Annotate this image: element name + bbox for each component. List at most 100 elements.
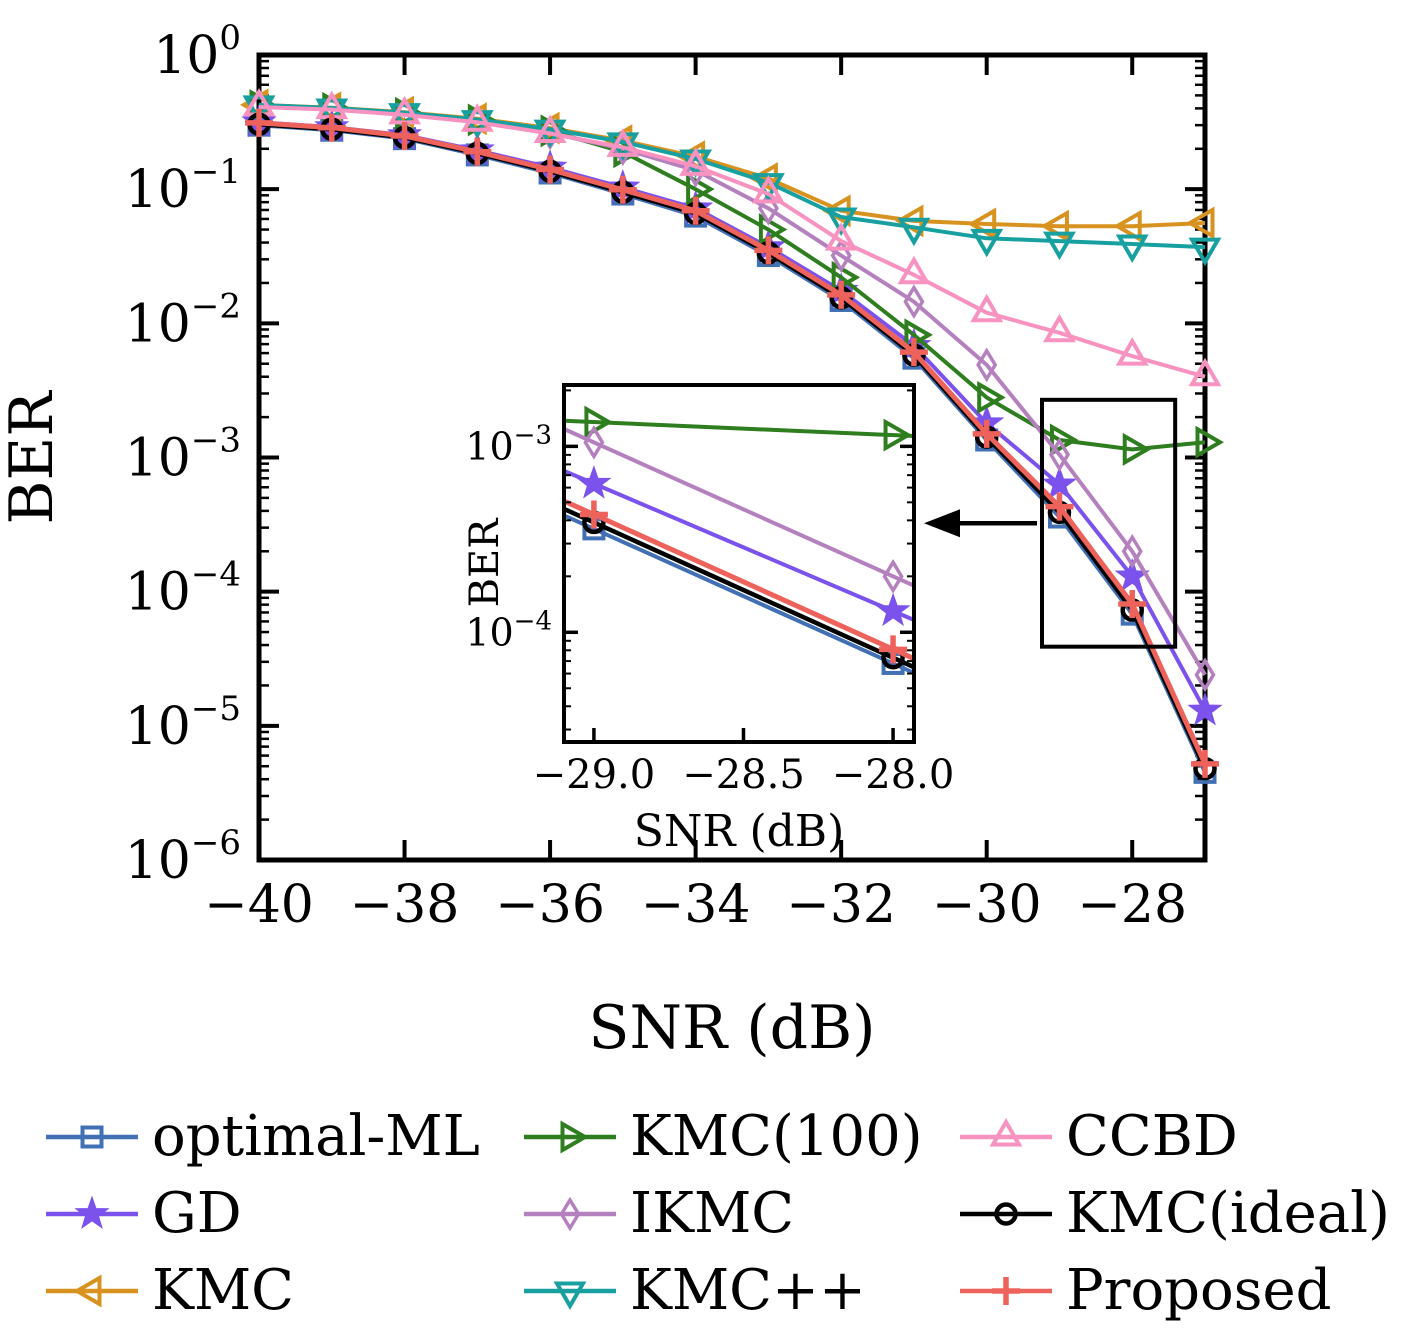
x-tick-label: −36: [495, 875, 605, 935]
plus-marker-icon: [992, 1277, 1020, 1306]
diamond-thin-marker-icon: [524, 1196, 616, 1232]
diamond-thin-marker-icon: [1048, 437, 1071, 473]
x-tick-label: −28: [1077, 875, 1187, 935]
x-tick-label: −28.5: [682, 752, 805, 798]
y-tick-label: 10−1: [125, 152, 241, 220]
inset-x-axis-label: SNR (dB): [634, 806, 845, 857]
star-marker-icon: [576, 465, 612, 499]
legend-label: KMC(ideal): [1066, 1180, 1390, 1246]
tri-down-marker-icon: [524, 1281, 616, 1311]
x-tick-label: −29.0: [533, 752, 656, 798]
tri-up-marker-icon: [533, 114, 567, 143]
legend-label: GD: [152, 1180, 242, 1246]
tri-right-marker-icon: [560, 1120, 589, 1154]
tri-up-marker-icon: [960, 1117, 1052, 1147]
tri-up-marker-icon: [679, 147, 713, 176]
tri-up-marker-icon: [751, 175, 785, 204]
inset-plot: −29.0 −28.5 −28.0 10−3 10−4: [465, 383, 955, 798]
legend-item-optimal-ml: optimal-ML: [42, 1103, 520, 1169]
legend-item-kmc: KMC: [42, 1263, 520, 1319]
series-line: [562, 498, 916, 661]
plus-marker-icon: [608, 175, 637, 204]
legend-item-kmc++: KMC++: [520, 1263, 956, 1319]
tri-up-marker-icon: [1042, 313, 1076, 343]
tri-right-marker-icon: [1122, 432, 1152, 466]
inset-series-gd: [563, 465, 915, 627]
series-proposed: [245, 108, 1219, 778]
tri-right-marker-icon: [977, 381, 1006, 414]
x-tick-label: −28.0: [832, 752, 955, 798]
star-marker-icon: [1041, 465, 1078, 500]
inset-series-kmc-100-: [563, 405, 915, 452]
tri-up-marker-icon: [1188, 357, 1222, 387]
y-tick-label: 10−6: [125, 823, 241, 891]
plus-marker-icon: [579, 500, 608, 529]
tri-right-marker-icon: [1195, 425, 1224, 459]
inset-y-axis-label: BER: [462, 517, 508, 608]
tri-right-marker-icon: [883, 418, 913, 452]
tri-down-marker-icon: [897, 217, 931, 247]
tri-up-marker-icon: [897, 255, 931, 285]
series-line: [258, 102, 1206, 250]
y-tick-label: 10−3: [465, 420, 552, 468]
plus-marker-icon: [681, 196, 710, 225]
legend-item-gd: GD: [42, 1180, 520, 1246]
series-line: [258, 105, 1206, 379]
tri-down-marker-icon: [1042, 231, 1076, 261]
square-marker-icon: [80, 1125, 104, 1149]
diamond-thin-marker-icon: [583, 425, 605, 460]
diamond-thin-marker-icon: [976, 347, 998, 383]
tri-down-marker-icon: [1115, 234, 1149, 264]
x-tick-label: −32: [786, 875, 896, 935]
inset-series-ikmc: [563, 425, 915, 594]
plus-marker-icon: [827, 280, 856, 309]
plus-marker-icon: [960, 1277, 1052, 1306]
plus-marker-icon: [879, 635, 908, 664]
y-tick-label: 10−4: [125, 555, 241, 623]
tri-up-marker-icon: [1115, 337, 1149, 366]
y-axis-label: BER: [0, 390, 67, 525]
circle-marker-icon: [994, 1202, 1018, 1226]
y-tick-label: 10−3: [125, 421, 241, 489]
star-marker-icon: [46, 1195, 138, 1230]
diamond-thin-marker-icon: [903, 284, 925, 320]
y-tick-label: 10−5: [125, 689, 241, 757]
diamond-thin-marker-icon: [1194, 657, 1216, 693]
legend: optimal-ML GD KMC KMC(100) IKMC KMC++ CCBD KMC(…: [42, 1098, 1412, 1330]
legend-label: CCBD: [1066, 1103, 1238, 1169]
legend-item-kmc-100-: KMC(100): [520, 1108, 956, 1165]
series-line: [563, 506, 915, 670]
plus-marker-icon: [245, 108, 273, 137]
diamond-thin-marker-icon: [1121, 533, 1143, 569]
series-line: [563, 418, 915, 438]
y-tick-label: 10−2: [125, 286, 241, 354]
inset-background: [564, 385, 914, 742]
legend-label: KMC: [152, 1258, 295, 1324]
legend-item-kmc-ideal-: KMC(ideal): [956, 1180, 1412, 1246]
diamond-thin-marker-icon: [830, 238, 852, 273]
plus-marker-icon: [899, 338, 928, 367]
plus-marker-icon: [1045, 492, 1074, 521]
tri-up-marker-icon: [970, 293, 1004, 323]
legend-item-ccbd: CCBD: [956, 1103, 1412, 1169]
tri-left-marker-icon: [1113, 209, 1142, 243]
legend-label: optimal-ML: [152, 1103, 480, 1169]
legend-label: IKMC: [630, 1180, 795, 1246]
legend-item-ikmc: IKMC: [520, 1180, 956, 1246]
y-tick-label: 100: [153, 18, 241, 86]
x-tick-label: −38: [350, 875, 460, 935]
plus-marker-icon: [390, 122, 419, 151]
tri-up-marker-icon: [606, 128, 640, 157]
legend-label: Proposed: [1066, 1258, 1332, 1324]
tri-down-marker-icon: [970, 228, 1004, 258]
y-tick-label: 10−4: [465, 606, 552, 654]
x-tick-label: −34: [641, 875, 751, 935]
tri-down-marker-icon: [1188, 237, 1222, 267]
x-tick-label: −40: [204, 875, 314, 935]
diamond-thin-marker-icon: [882, 558, 904, 594]
tri-down-marker-icon: [553, 1281, 587, 1311]
tri-right-marker-icon: [524, 1120, 616, 1154]
series-line: [563, 469, 915, 622]
